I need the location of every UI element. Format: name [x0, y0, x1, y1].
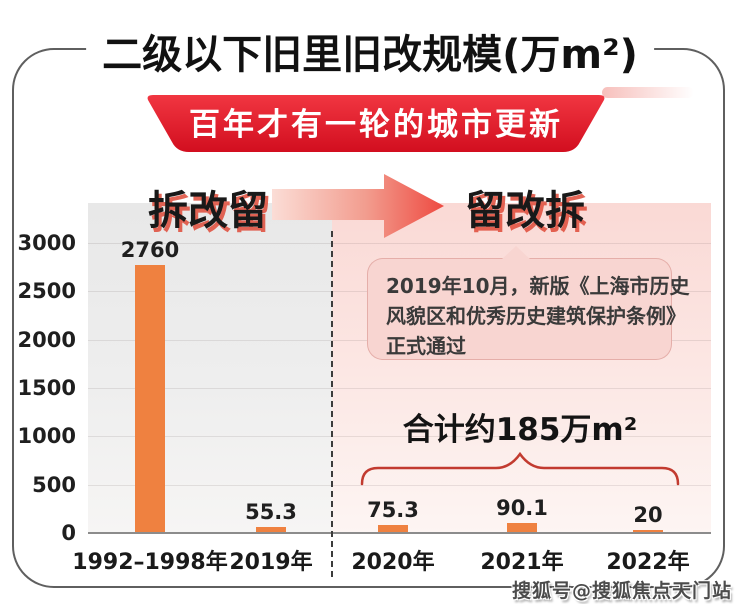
y-tick-label: 1500 [17, 376, 76, 400]
x-tick-label: 2022年 [606, 550, 690, 575]
banner-ribbon-shape [147, 95, 605, 152]
y-tick-label: 3000 [17, 231, 76, 255]
gridline [88, 243, 711, 244]
subtitle-banner: 百年才有一轮的城市更新 [146, 95, 606, 153]
y-tick-label: 2000 [17, 327, 76, 352]
bar [256, 526, 286, 532]
group-total-brace-icon [360, 448, 680, 490]
bar-value-label: 75.3 [367, 497, 419, 522]
group-total-label: 合计约185万m² [402, 412, 638, 448]
gridline [88, 484, 711, 486]
x-tick-label: 2020年 [351, 550, 435, 575]
bar-value-label: 90.1 [496, 496, 548, 521]
gridline [88, 436, 711, 438]
era-divider-dashed-line [331, 231, 333, 577]
watermark-text: 搜狐号@搜狐焦点天门站 [511, 580, 732, 602]
x-tick-label: 1992–1998年 [72, 550, 228, 575]
bar-value-label: 20 [633, 503, 663, 527]
bar [135, 265, 165, 532]
annotation-line-1: 2019年10月，新版《上海市历史 [386, 274, 690, 298]
bar [378, 524, 408, 532]
annotation-line-3: 正式通过 [386, 334, 466, 358]
x-tick-label: 2019年 [229, 550, 313, 575]
bar-value-label: 55.3 [245, 499, 297, 524]
y-tick-label: 2500 [17, 279, 76, 304]
x-tick-label: 2021年 [480, 550, 564, 575]
phase-left-label: 拆改留 [148, 188, 268, 234]
y-tick-label: 1000 [17, 424, 76, 449]
transition-arrow-icon [272, 174, 444, 242]
page-title: 二级以下旧里旧改规模(万m²) [86, 22, 654, 80]
policy-annotation-box: 2019年10月，新版《上海市历史 风貌区和优秀历史建筑保护条例》 正式通过 [367, 246, 690, 360]
bar [633, 530, 663, 532]
banner-text: 百年才有一轮的城市更新 [189, 107, 563, 143]
plot-background-left [88, 203, 332, 533]
gridline [88, 388, 711, 389]
bar-value-label: 2760 [120, 238, 180, 263]
y-tick-label: 500 [32, 472, 76, 497]
bar [507, 523, 537, 532]
banner-swoosh-decoration [602, 87, 694, 98]
phase-right-label: 留改拆 [465, 188, 585, 234]
annotation-line-2: 风貌区和优秀历史建筑保护条例》 [386, 304, 686, 328]
x-axis-baseline [88, 532, 711, 534]
y-tick-label: 0 [61, 521, 76, 545]
